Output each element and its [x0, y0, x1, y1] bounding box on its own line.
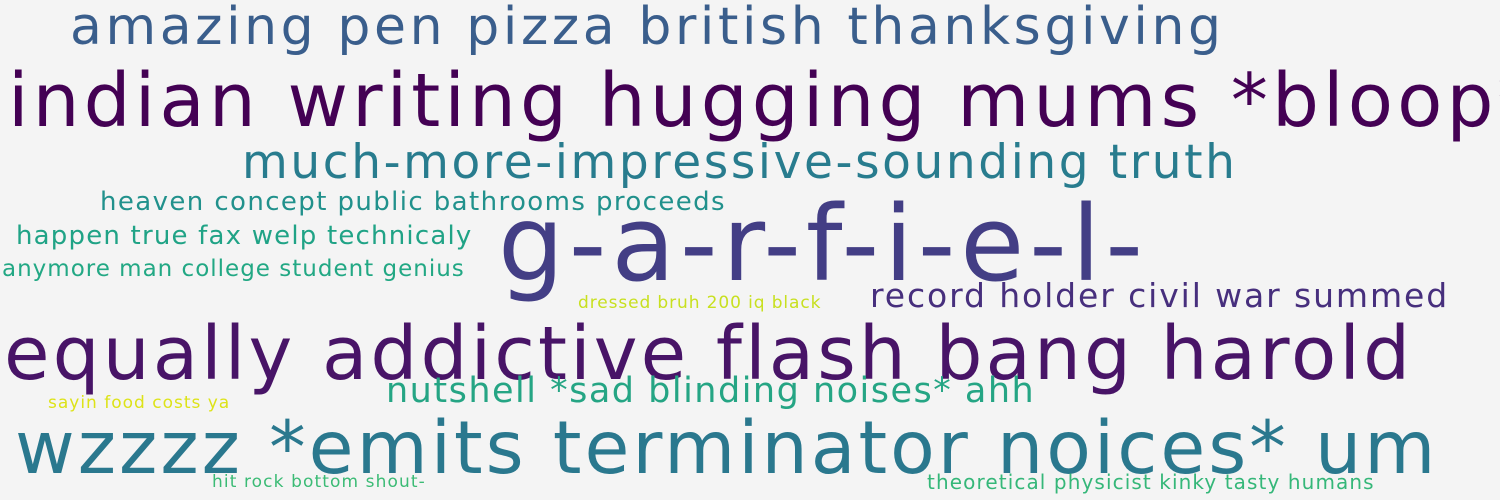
word-cloud-phrase: heaven concept public bathrooms proceeds: [100, 187, 727, 217]
word-cloud-phrase: indian writing hugging mums *bloop*: [8, 58, 1500, 144]
word-cloud-phrase: dressed bruh 200 iq black: [578, 293, 822, 313]
word-cloud-phrase: equally addictive flash bang harold: [4, 311, 1414, 397]
word-cloud-phrase: record holder civil war summed: [870, 276, 1450, 315]
word-cloud-phrase: happen true fax welp technicaly: [16, 221, 473, 251]
word-cloud-phrase: nutshell *sad blinding noises* ahh: [386, 371, 1036, 411]
word-cloud-phrase: wzzzz *emits terminator noices* um: [15, 406, 1439, 491]
word-cloud-phrase: amazing pen pizza british thanksgiving: [70, 0, 1225, 57]
word-cloud-phrase: hit rock bottom shout-: [212, 472, 426, 492]
word-cloud-phrase: g-a-r-f-i-e-l-: [498, 183, 1148, 305]
word-cloud-phrase: much-more-impressive-sounding truth: [242, 135, 1238, 190]
word-cloud-phrase: anymore man college student genius: [2, 256, 465, 282]
word-cloud-phrase: theoretical physicist kinky tasty humans: [927, 470, 1375, 494]
word-cloud-phrase: sayin food costs ya: [48, 393, 231, 413]
